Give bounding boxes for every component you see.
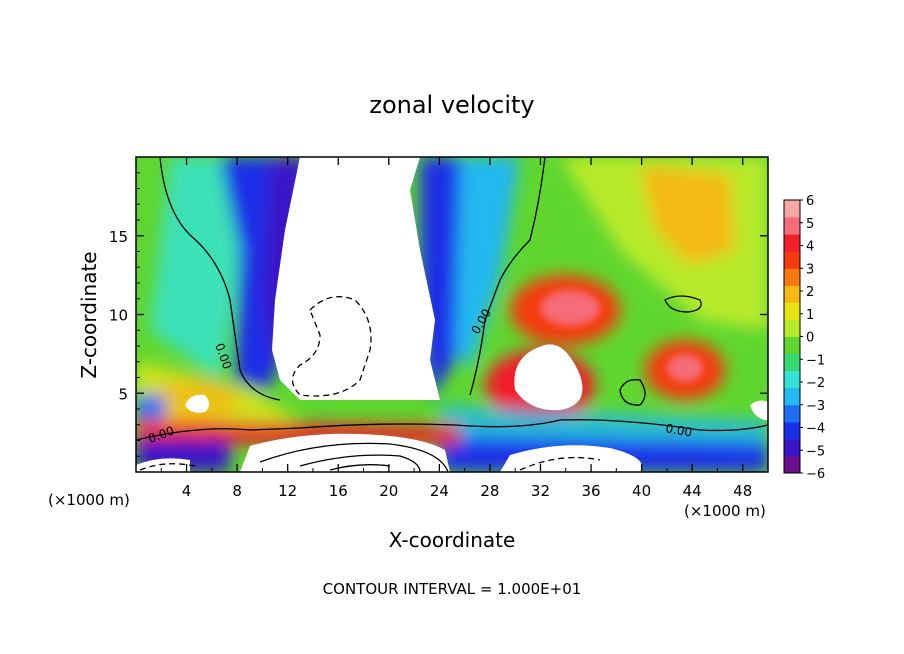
field-region-left-edge-blue bbox=[136, 395, 165, 420]
contour-label: 0.00 bbox=[664, 421, 693, 439]
colorbar-swatch bbox=[784, 370, 800, 389]
contour-loop-right bbox=[664, 295, 702, 313]
colorbar-swatch bbox=[784, 455, 800, 474]
colorbar-tick-label: 3 bbox=[806, 262, 814, 277]
y-tick-label: 5 bbox=[118, 385, 128, 403]
colorbar-swatch bbox=[784, 421, 800, 440]
x-axis-label: X-coordinate bbox=[389, 528, 516, 552]
x-tick-label: 28 bbox=[480, 482, 499, 500]
x-tick-label: 4 bbox=[182, 482, 192, 500]
y-axis-label: Z-coordinate bbox=[77, 251, 101, 378]
field-region-white-right bbox=[750, 400, 768, 420]
colorbar: 6 5 4 3 2 1 0 −1 −2 −3 −4 −5 −6 bbox=[783, 194, 825, 482]
colorbar-swatch bbox=[784, 285, 800, 303]
x-tick-label: 24 bbox=[430, 482, 449, 500]
colorbar-swatch bbox=[784, 404, 800, 423]
colorbar-tick-label: −5 bbox=[806, 444, 825, 459]
colorbar-tick-label: −3 bbox=[806, 399, 825, 414]
x-tick-label: 16 bbox=[329, 482, 348, 500]
colorbar-tick-label: 4 bbox=[806, 240, 814, 255]
colorbar-tick-label: −2 bbox=[806, 376, 825, 391]
contour-zero-right bbox=[469, 157, 546, 396]
contour-bottom-solid-a bbox=[259, 442, 449, 472]
colorbar-swatch bbox=[784, 217, 800, 235]
contour-bottom-solid-c bbox=[329, 464, 391, 471]
x-tick-label: 8 bbox=[232, 482, 242, 500]
x-tick-label: 32 bbox=[531, 482, 550, 500]
colorbar-swatch bbox=[784, 438, 800, 457]
colorbar-swatch bbox=[784, 302, 800, 320]
x-unit-right: (×1000 m) bbox=[684, 502, 766, 520]
colorbar-swatch bbox=[784, 353, 800, 372]
colorbar-swatch bbox=[784, 319, 800, 337]
field-region-lower-yellow bbox=[136, 360, 300, 430]
contour-dashed-bottom-right bbox=[519, 456, 601, 471]
contour-dashed-bottom-left bbox=[139, 463, 196, 471]
contour-bottom-solid-b bbox=[299, 454, 421, 472]
field-region-center-cyan bbox=[455, 157, 520, 370]
colorbar-tick-label: −4 bbox=[806, 422, 825, 437]
field-region-pink-a bbox=[540, 290, 600, 326]
field-region-white-blob-d bbox=[185, 394, 209, 413]
y-tick-label: 15 bbox=[109, 228, 128, 246]
colorbar-swatch bbox=[784, 251, 800, 269]
colorbar-tick-label: 0 bbox=[806, 331, 814, 346]
field-region-white-bottom-right bbox=[500, 445, 642, 472]
contour-zero-left bbox=[159, 157, 281, 401]
field-region-white-bottom bbox=[240, 433, 450, 472]
x-tick-label: 36 bbox=[581, 482, 600, 500]
colorbar-tick-label: 6 bbox=[806, 194, 814, 209]
colorbar-tick-label: 5 bbox=[806, 217, 814, 232]
colorbar-swatch bbox=[784, 234, 800, 252]
field-region-lower-cyan bbox=[440, 405, 768, 445]
x-tick-label: 20 bbox=[379, 482, 398, 500]
colorbar-tick-label: 1 bbox=[806, 308, 814, 323]
y-tick-label: 10 bbox=[109, 307, 128, 325]
field-region-white-blob-b bbox=[514, 344, 583, 411]
x-unit-left: (×1000 m) bbox=[48, 491, 130, 509]
x-tick-label: 12 bbox=[278, 482, 297, 500]
velocity-field bbox=[136, 157, 768, 472]
colorbar-swatch bbox=[784, 336, 800, 355]
colorbar-tick-label: −6 bbox=[806, 467, 825, 482]
field-region-white-center bbox=[272, 157, 440, 400]
chart-title: zonal velocity bbox=[369, 91, 534, 119]
y-axis: 5 10 15 bbox=[109, 172, 768, 457]
colorbar-tick-label: −1 bbox=[806, 353, 825, 368]
colorbar-swatch bbox=[784, 387, 800, 406]
x-tick-label: 40 bbox=[632, 482, 651, 500]
x-axis: 4 8 12 16 20 24 28 32 36 40 44 48 bbox=[160, 157, 752, 500]
contour-lines bbox=[136, 157, 768, 472]
contour-interval-note: CONTOUR INTERVAL = 1.000E+01 bbox=[323, 580, 582, 598]
colorbar-swatch bbox=[784, 200, 800, 218]
colorbar-tick-label: 2 bbox=[806, 285, 814, 300]
field-region-right-orange bbox=[640, 165, 735, 265]
contour-zero-lower bbox=[136, 419, 768, 441]
field-region-pink-b bbox=[667, 354, 703, 382]
x-tick-label: 48 bbox=[733, 482, 752, 500]
contour-dashed-center bbox=[291, 296, 372, 397]
x-tick-label: 44 bbox=[683, 482, 702, 500]
field-region-white-bottom-left bbox=[136, 458, 190, 472]
colorbar-swatch bbox=[784, 268, 800, 286]
contour-loop-blob-c bbox=[619, 379, 646, 406]
